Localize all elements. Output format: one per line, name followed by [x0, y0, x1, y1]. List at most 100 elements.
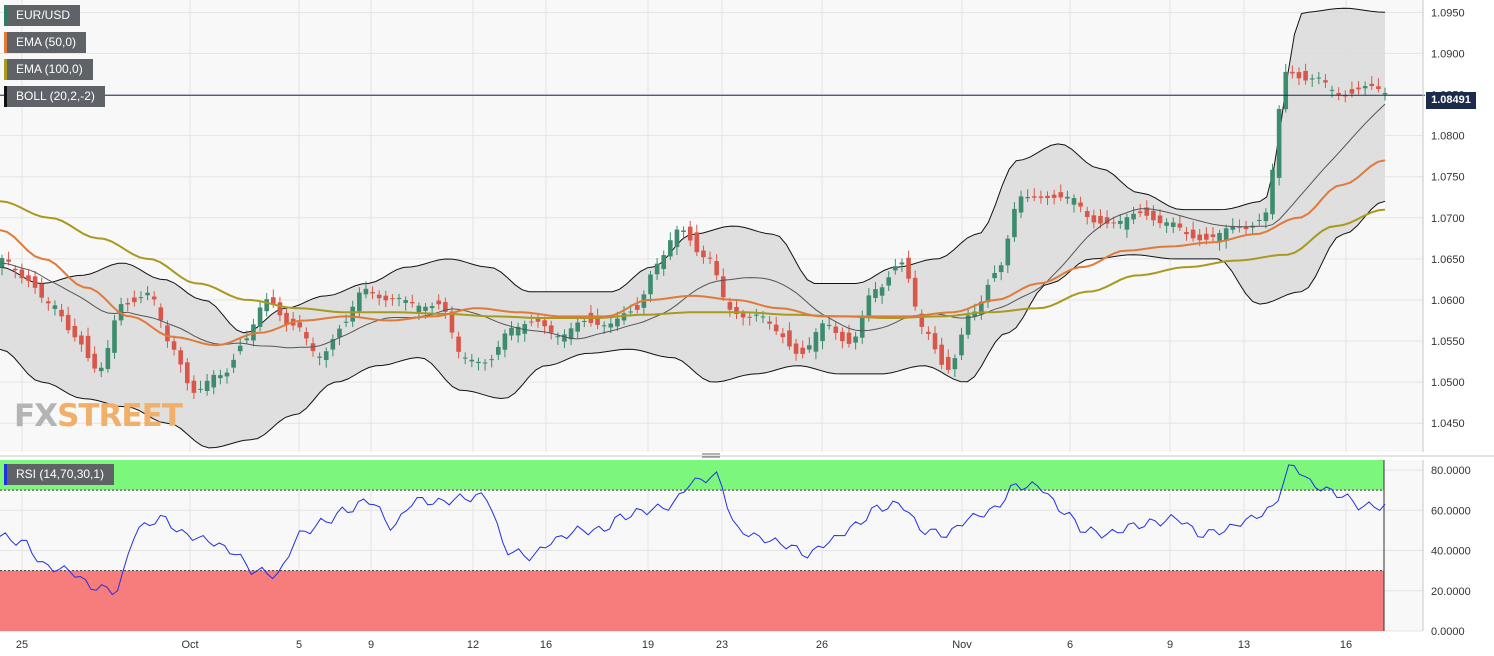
x-tick-label: 13 — [1238, 639, 1250, 651]
x-tick-label: 16 — [540, 639, 552, 651]
candle-body — [998, 265, 1004, 273]
x-tick-label: 26 — [816, 639, 828, 651]
candle-body — [833, 326, 839, 334]
legend-ema50[interactable]: EMA (50,0) — [4, 32, 87, 53]
rsi-indicator — [0, 464, 1386, 596]
candle-body — [826, 324, 832, 326]
candle-body — [1118, 220, 1123, 224]
rsi-tick-label: 20.0000 — [1431, 586, 1471, 598]
legend-rsi[interactable]: RSI (14,70,30,1) — [4, 464, 115, 485]
candle-body — [1276, 108, 1282, 178]
price-tick-label: 1.0450 — [1431, 418, 1465, 430]
candle-body — [26, 275, 31, 281]
candle-body — [754, 314, 759, 316]
candle-body — [489, 359, 494, 361]
candle-body — [1144, 207, 1150, 216]
candle-body — [562, 334, 567, 342]
candle-body — [1256, 219, 1262, 221]
candle-body — [972, 311, 978, 317]
candle-body — [264, 299, 269, 312]
candle-body — [873, 289, 878, 298]
candle-body — [112, 320, 117, 353]
candle-body — [747, 316, 753, 318]
candle-body — [204, 380, 210, 392]
candle-body — [6, 259, 11, 262]
candle-body — [734, 307, 739, 315]
candle-body — [1151, 210, 1156, 221]
candle-body — [1170, 222, 1176, 227]
candle-body — [793, 343, 799, 354]
candle-body — [575, 322, 581, 332]
candle-body — [224, 372, 230, 377]
candle-body — [1309, 78, 1315, 80]
candle-body — [237, 345, 243, 352]
candle-body — [939, 344, 944, 365]
candle-body — [800, 347, 805, 354]
candle-body — [502, 333, 508, 350]
candle-body — [674, 229, 680, 248]
candle-body — [1078, 202, 1083, 207]
candle-body — [277, 302, 283, 316]
candle-body — [403, 300, 408, 303]
candle-body — [284, 312, 289, 325]
price-tick-label: 1.0800 — [1431, 131, 1465, 143]
rsi-tick-label: 0.0000 — [1431, 626, 1465, 638]
candle-body — [482, 362, 488, 364]
candle-body — [1124, 217, 1130, 230]
rsi-tick-label: 40.0000 — [1431, 546, 1471, 558]
x-tick-label: 9 — [368, 639, 374, 651]
candle-body — [1091, 215, 1097, 223]
candle-body — [98, 367, 104, 372]
legend-ema100[interactable]: EMA (100,0) — [4, 59, 93, 80]
candle-body — [323, 351, 329, 360]
candle-body — [330, 339, 336, 350]
candle-body — [1329, 89, 1335, 91]
x-tick-label: 19 — [642, 639, 654, 651]
candle-body — [376, 294, 382, 299]
candle-body — [714, 261, 719, 276]
rsi-tick-label: 80.0000 — [1431, 465, 1471, 477]
candle-body — [125, 302, 131, 305]
legend-rsi-label: RSI (14,70,30,1) — [16, 467, 105, 481]
candle-body — [1336, 93, 1341, 95]
candle-body — [1223, 228, 1229, 241]
candle-body — [456, 336, 461, 352]
ema100-line — [0, 200, 1386, 319]
candle-body — [548, 325, 554, 333]
candle-body — [582, 320, 587, 322]
price-tick-label: 1.0700 — [1431, 213, 1465, 225]
candle-body — [634, 305, 640, 310]
price-tick-label: 1.0900 — [1431, 48, 1465, 60]
legend-symbol[interactable]: EUR/USD — [4, 5, 81, 26]
candle-body — [1270, 169, 1275, 215]
candle-body — [866, 295, 872, 318]
legend-boll[interactable]: BOLL (20,2,-2) — [4, 86, 105, 107]
rsi-tick-label: 60.0000 — [1431, 505, 1471, 517]
candle-body — [423, 306, 428, 311]
candle-body — [416, 305, 422, 312]
x-tick-label: 5 — [296, 639, 302, 651]
candle-body — [132, 297, 137, 303]
candle-body — [912, 277, 918, 307]
candle-body — [1065, 196, 1070, 199]
candle-body — [681, 230, 686, 233]
candle-body — [859, 315, 865, 338]
candle-body — [601, 325, 607, 327]
candle-body — [317, 356, 322, 358]
candle-body — [12, 268, 18, 271]
candle-body — [32, 276, 38, 288]
candle-body — [668, 240, 673, 257]
candle-body — [1005, 238, 1011, 266]
candle-body — [19, 269, 25, 279]
candle-body — [92, 353, 97, 369]
legend-ema50-label: EMA (50,0) — [16, 35, 77, 49]
candle-body — [158, 307, 164, 321]
candle-body — [39, 283, 45, 298]
candle-body — [985, 284, 991, 303]
x-tick-label: Nov — [952, 639, 972, 651]
candle-body — [1210, 234, 1216, 238]
candle-body — [1230, 226, 1236, 230]
x-tick-label: 16 — [1340, 639, 1352, 651]
candle-body — [740, 313, 746, 318]
